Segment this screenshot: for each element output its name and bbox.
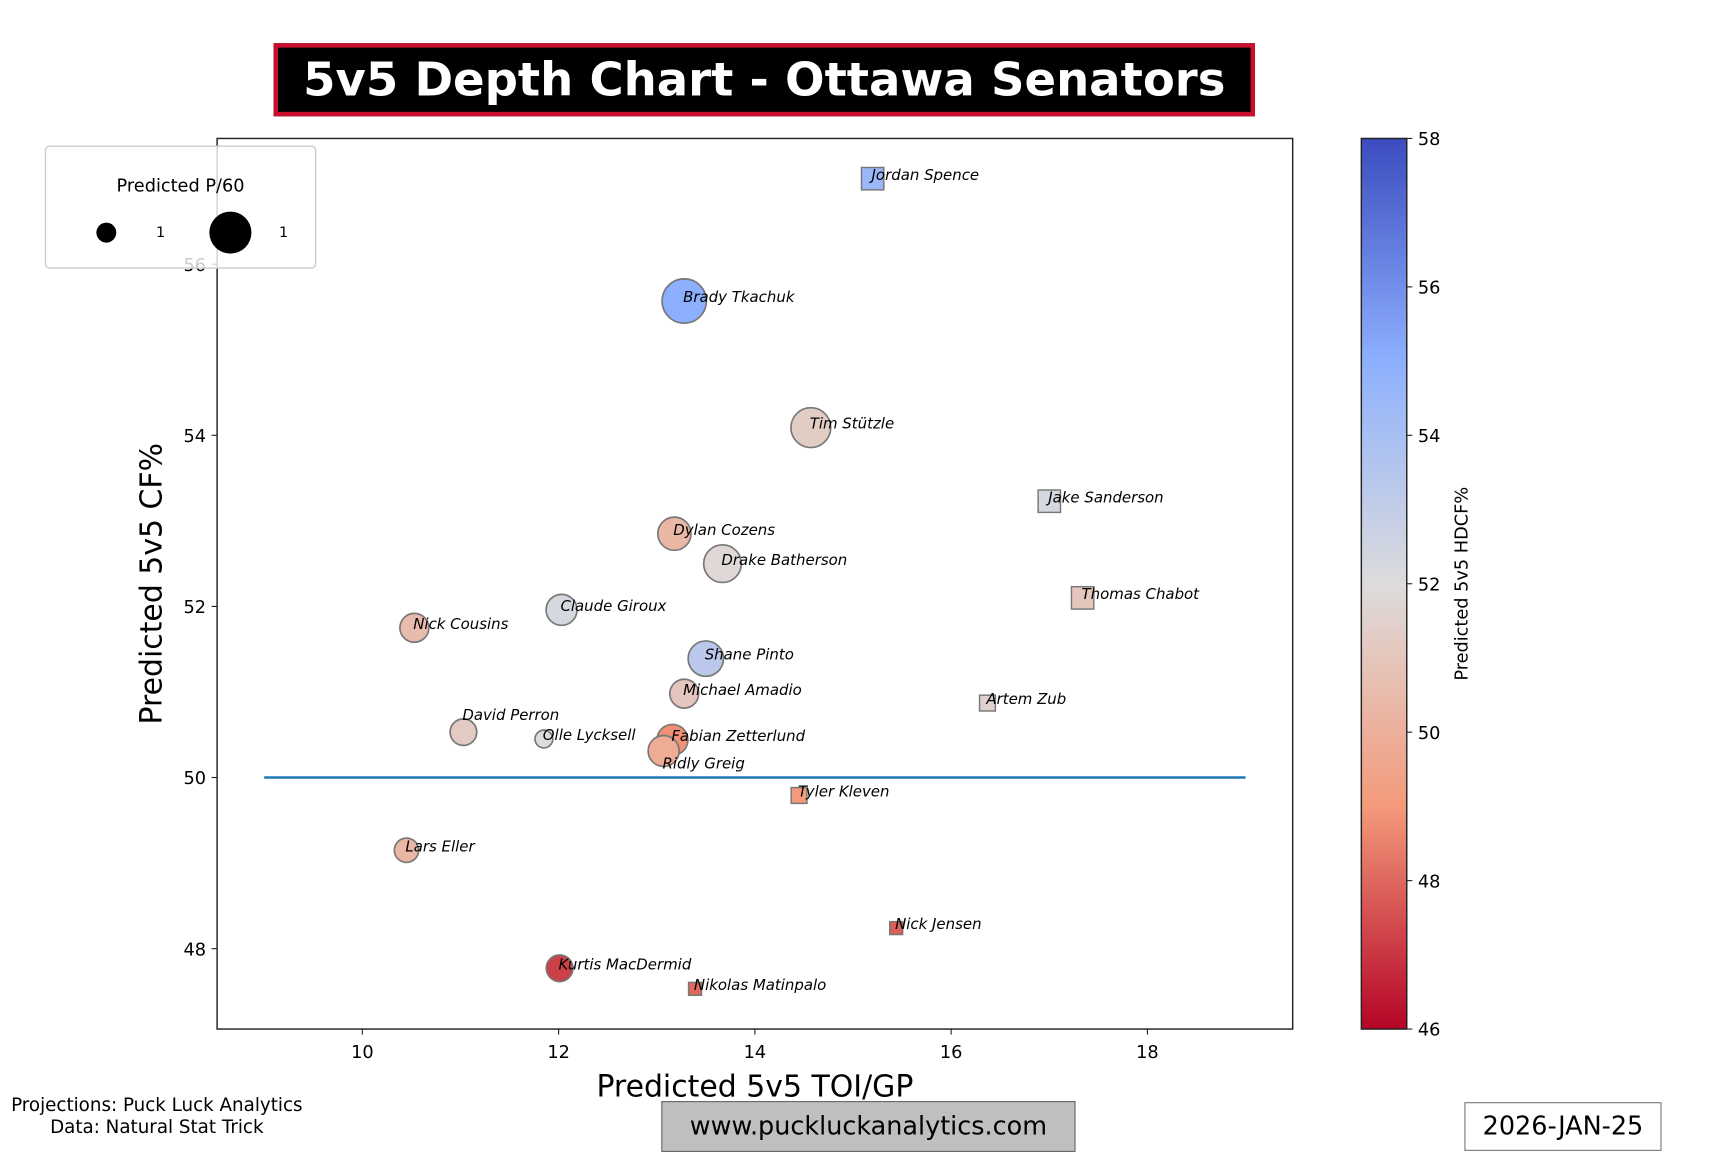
- colorbar-tick-label: 50: [1418, 724, 1441, 744]
- colorbar-tick-label: 54: [1418, 427, 1441, 447]
- colorbar-tick-label: 56: [1418, 279, 1441, 299]
- player-label: Fabian Zetterlund: [671, 727, 805, 745]
- y-tick-label: 54: [183, 427, 206, 447]
- player-label: Nikolas Matinpalo: [694, 976, 826, 994]
- defense-marker: [1037, 489, 1062, 514]
- y-tick-label: 50: [183, 769, 206, 789]
- player-label: Jake Sanderson: [1045, 488, 1163, 506]
- player-label: Nick Cousins: [413, 615, 508, 633]
- forward-marker: [545, 593, 578, 627]
- defense-marker: [790, 786, 808, 805]
- plot-frame: [216, 137, 1294, 1030]
- forward-marker: [661, 278, 708, 324]
- x-tick-label: 12: [547, 1043, 570, 1063]
- colorbar: [1360, 137, 1408, 1030]
- player-label: Tim Stützle: [810, 415, 894, 433]
- size-legend-small-marker: [96, 222, 117, 243]
- credits: Projections: Puck Luck Analytics Data: N…: [11, 1094, 302, 1138]
- player-label: Jordan Spence: [869, 166, 980, 184]
- forward-marker: [545, 954, 574, 983]
- size-legend-large-marker: [209, 211, 252, 254]
- player-label: Michael Amadio: [683, 681, 802, 699]
- player-label: David Perron: [462, 706, 559, 724]
- credits-data: Data: Natural Stat Trick: [50, 1116, 264, 1138]
- defense-marker: [889, 920, 904, 936]
- size-legend-box: [44, 145, 317, 269]
- forward-marker: [534, 729, 554, 749]
- player-label: Brady Tkachuk: [683, 288, 796, 306]
- forward-marker: [668, 678, 700, 709]
- colorbar-tick-label: 52: [1418, 575, 1441, 595]
- forward-marker: [393, 837, 420, 864]
- y-tick-label: 48: [183, 940, 206, 960]
- credits-projections: Projections: Puck Luck Analytics: [11, 1094, 303, 1116]
- player-label: Olle Lycksell: [543, 726, 637, 744]
- forward-marker: [702, 543, 743, 584]
- y-tick-label: 52: [183, 598, 206, 618]
- colorbar-label: Predicted 5v5 HDCF%: [1453, 487, 1473, 681]
- defense-marker: [860, 166, 885, 191]
- player-label: Tyler Kleven: [798, 783, 890, 801]
- x-tick-label: 10: [351, 1043, 374, 1063]
- player-label: Lars Eller: [405, 837, 475, 855]
- player-label: Drake Batherson: [721, 551, 847, 569]
- chart-title: 5v5 Depth Chart - Ottawa Senators: [273, 43, 1256, 117]
- colorbar-tick-label: 46: [1418, 1021, 1441, 1041]
- colorbar-tick-label: 58: [1418, 130, 1441, 150]
- player-label: Shane Pinto: [705, 646, 794, 664]
- date-label: 2026-JAN-25: [1464, 1102, 1662, 1151]
- defense-marker: [1070, 585, 1095, 610]
- website-label: www.puckluckanalytics.com: [661, 1101, 1076, 1152]
- player-label: Claude Giroux: [560, 597, 666, 615]
- size-legend-small-label: 1: [156, 225, 165, 241]
- defense-marker: [687, 981, 703, 997]
- defense-marker: [978, 694, 997, 712]
- forward-marker: [687, 640, 725, 678]
- y-axis-label: Predicted 5v5 CF%: [135, 443, 170, 725]
- forward-marker: [449, 718, 478, 747]
- forward-marker: [790, 406, 832, 449]
- player-label: Ridly Greig: [663, 755, 745, 773]
- player-label: Thomas Chabot: [1082, 585, 1201, 603]
- x-tick-label: 18: [1136, 1043, 1159, 1063]
- colorbar-tick-label: 48: [1418, 872, 1441, 892]
- player-label: Nick Jensen: [895, 915, 981, 933]
- x-tick-label: 14: [744, 1043, 767, 1063]
- x-tick-label: 16: [940, 1043, 963, 1063]
- player-label: Kurtis MacDermid: [558, 955, 691, 973]
- player-label: Artem Zub: [985, 690, 1066, 708]
- size-legend-large-label: 1: [279, 225, 288, 241]
- x-axis-label: Predicted 5v5 TOI/GP: [596, 1070, 913, 1105]
- forward-marker: [656, 516, 692, 552]
- forward-marker: [399, 612, 430, 644]
- player-label: Dylan Cozens: [673, 521, 775, 539]
- forward-marker: [647, 734, 680, 768]
- size-legend-title: Predicted P/60: [117, 177, 245, 197]
